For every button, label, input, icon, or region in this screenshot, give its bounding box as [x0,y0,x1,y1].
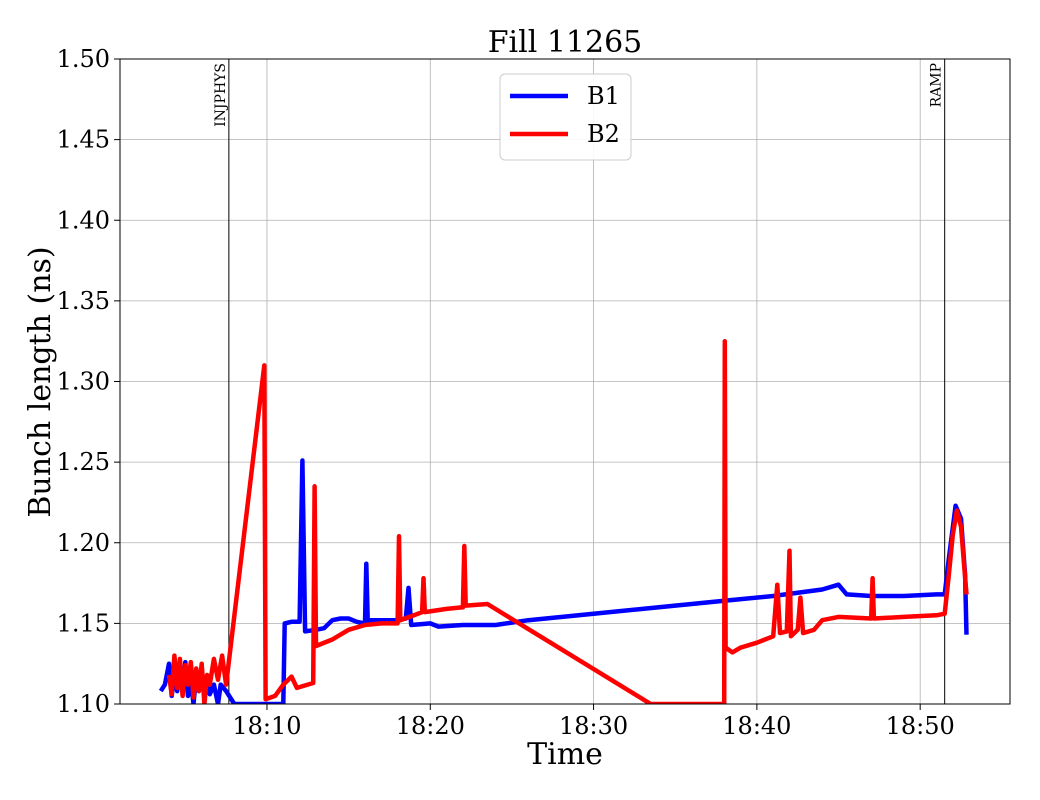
series-line-b2 [166,338,969,704]
x-tick-label: 18:20 [396,712,465,740]
x-tick-label: 18:50 [886,712,955,740]
y-tick-label: 1.25 [57,448,110,476]
x-axis: 18:10 18:20 18:30 18:40 18:50 [232,704,955,740]
x-axis-label: Time [527,737,603,772]
y-tick-label: 1.20 [57,529,110,557]
legend-label: B1 [587,82,620,110]
y-axis: 1.10 1.15 1.20 1.25 1.30 1.35 1.40 1.45 1.50 [57,45,120,718]
series-layer [158,338,969,704]
y-tick-label: 1.30 [57,368,110,396]
series-group [158,338,969,704]
chart-title: Fill 11265 [488,25,643,60]
y-tick-label: 1.15 [57,609,110,637]
event-label: INJPHYS [213,63,229,127]
event-label: RAMP [929,63,945,107]
x-tick-label: 18:40 [722,712,791,740]
legend-label: B2 [587,120,620,148]
y-tick-label: 1.50 [57,45,110,73]
y-tick-label: 1.40 [57,206,110,234]
y-tick-label: 1.10 [57,690,110,718]
x-tick-label: 18:30 [559,712,628,740]
series-line-b1 [158,458,969,704]
y-tick-label: 1.45 [57,126,110,154]
x-tick-label: 18:10 [232,712,301,740]
y-tick-label: 1.35 [57,287,110,315]
y-axis-label: Bunch length (ns) [23,246,58,517]
